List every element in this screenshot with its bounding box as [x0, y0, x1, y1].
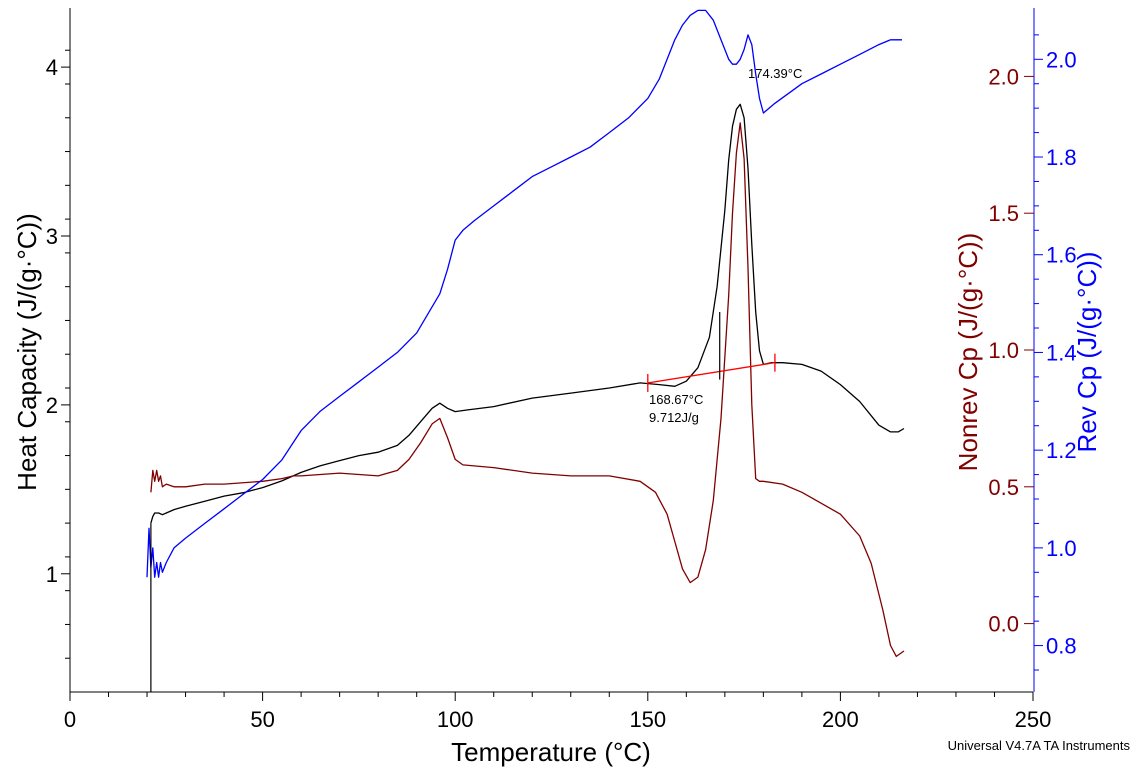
nonrev-y-tick-label: 0.0 [988, 612, 1019, 637]
nonrev-y-tick-label: 0.5 [988, 475, 1019, 500]
rev-y-tick-label: 1.0 [1046, 536, 1077, 561]
enthalpy-annotation: 9.712J/g [649, 410, 699, 425]
nonrev-y-tick-label: 1.5 [988, 201, 1019, 226]
x-tick-label: 0 [64, 707, 76, 732]
peak-temperature-annotation: 174.39°C [748, 66, 802, 81]
x-axis-title: Temperature (°C) [451, 737, 651, 767]
x-tick-label: 200 [822, 707, 859, 732]
axes [69, 8, 1035, 693]
rev-y-tick-label: 1.8 [1046, 145, 1077, 170]
x-tick-label: 250 [1015, 707, 1052, 732]
annotations: 174.39°C 168.67°C 9.712J/g [649, 66, 802, 425]
onset-temperature-annotation: 168.67°C [649, 392, 703, 407]
nonrev-y-axis-title: Nonrev Cp (J/(g·°C)) [953, 233, 983, 472]
integration-baseline [647, 362, 776, 384]
software-footer: Universal V4.7A TA Instruments [948, 738, 1131, 753]
x-tick-label: 150 [629, 707, 666, 732]
nonrev-cp-series-line [150, 122, 905, 658]
left-y-axis-title: Heat Capacity (J/(g·°C)) [12, 213, 42, 491]
rev-cp-series-line [146, 9, 902, 578]
left-y-tick-label: 2 [46, 393, 58, 418]
rev-y-tick-label: 1.4 [1046, 340, 1077, 365]
x-tick-label: 100 [437, 707, 474, 732]
rev-y-tick-label: 0.8 [1046, 634, 1077, 659]
nonrev-y-tick-label: 2.0 [988, 64, 1019, 89]
series [146, 9, 905, 692]
ticks: 0 50 100 150 200 250 1 2 3 4 0.0 0.5 1.0 1.5 2.0 0.8 1.0… [46, 34, 1077, 732]
left-y-tick-label: 1 [46, 562, 58, 587]
rev-y-tick-label: 2.0 [1046, 47, 1077, 72]
left-y-tick-label: 3 [46, 224, 58, 249]
nonrev-y-tick-label: 1.0 [988, 338, 1019, 363]
x-tick-label: 50 [250, 707, 274, 732]
left-y-tick-label: 4 [46, 55, 58, 80]
rev-y-axis-title: Rev Cp (J/(g·°C)) [1072, 251, 1102, 452]
rev-y-tick-label: 1.6 [1046, 243, 1077, 268]
heat-capacity-series-line [150, 103, 905, 524]
rev-y-tick-label: 1.2 [1046, 438, 1077, 463]
